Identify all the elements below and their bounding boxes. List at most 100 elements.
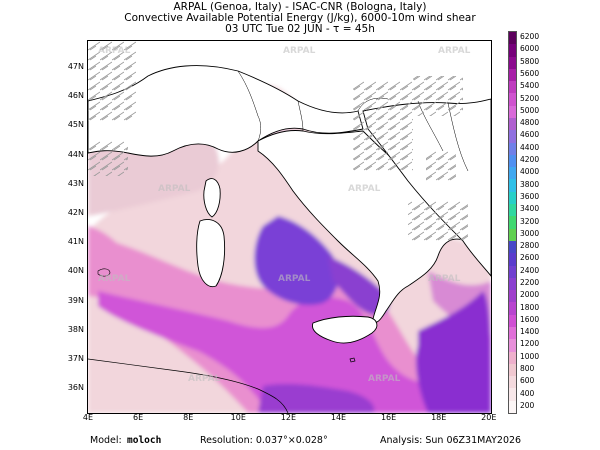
model-label: Model:: [90, 435, 122, 446]
analysis-text: Analysis: Sun 06Z31MAY2026: [380, 435, 522, 446]
cape-mid-west: [88, 226, 139, 298]
colorbar-segment: [509, 228, 516, 242]
colorbar-segment: [509, 376, 516, 389]
lat-label: 45N: [67, 120, 84, 130]
title-line-1: ARPAL (Genoa, Italy) - ISAC-CNR (Bologna…: [173, 1, 427, 13]
colorbar-segment: [509, 351, 516, 365]
colorbar-label: 3400: [520, 204, 540, 214]
colorbar-segment: [509, 302, 516, 316]
colorbar-segment: [509, 339, 516, 353]
colorbar-label: 2200: [520, 277, 540, 287]
colorbar-label: 5400: [520, 81, 540, 91]
watermark-6: ARPAL: [98, 274, 131, 284]
watermarks: ARPAL ARPAL ARPAL ARPAL ARPAL ARPAL ARPA…: [98, 46, 471, 384]
colorbar-segment: [509, 56, 516, 70]
colorbar-label: 2000: [520, 290, 540, 300]
watermark-7: ARPAL: [278, 274, 311, 284]
colorbar-segment: [509, 314, 516, 328]
lat-label: 38N: [67, 324, 84, 334]
lat-label: 47N: [67, 62, 84, 71]
colorbar-segment: [509, 81, 516, 94]
colorbar-label: 5200: [520, 93, 540, 103]
cape-max-libya: [258, 383, 375, 413]
colorbar-segment: [509, 191, 516, 205]
title-line-3: 03 UTC Tue 02 JUN - τ = 45h: [225, 23, 375, 35]
lon-label: 16E: [380, 413, 397, 422]
land-france-alps: [88, 65, 364, 157]
colorbar-label: 5800: [520, 56, 540, 66]
watermark-1: ARPAL: [98, 46, 131, 56]
lon-label: 10E: [230, 413, 246, 422]
land-sicily: [312, 315, 378, 344]
colorbar-segment: [509, 167, 516, 180]
colorbar-segment: [509, 154, 516, 168]
colorbar-segment: [509, 105, 516, 119]
colorbar-label: 600: [520, 376, 535, 386]
watermark-8: ARPAL: [428, 274, 461, 284]
watermark-4: ARPAL: [158, 184, 191, 194]
lat-label: 40N: [67, 266, 84, 276]
colorbar-segment: [509, 44, 516, 58]
colorbar-segment: [509, 93, 516, 107]
colorbar-label: 3000: [520, 228, 540, 238]
colorbar: [508, 31, 517, 414]
colorbar-label: 1200: [520, 339, 540, 349]
resolution-text: Resolution: 0.037°×0.028°: [200, 435, 328, 446]
colorbar-segment: [509, 326, 516, 340]
footer: Model: moloch Resolution: 0.037°×0.028° …: [0, 433, 600, 449]
lon-label: 18E: [431, 413, 447, 422]
title-line-2: Convective Available Potential Energy (J…: [124, 12, 476, 24]
colorbar-label: 2400: [520, 265, 540, 275]
colorbar-segment: [509, 363, 516, 377]
colorbar-segment: [509, 388, 516, 402]
cape-high-band: [98, 291, 491, 413]
colorbar-segment: [509, 32, 516, 45]
lon-label: 6E: [133, 413, 144, 422]
colorbar-segment: [509, 118, 516, 131]
colorbar-label: 4800: [520, 118, 540, 128]
colorbar-label: 1400: [520, 327, 540, 337]
colorbar-segment: [509, 216, 516, 230]
lon-label: 8E: [183, 413, 194, 422]
watermark-10: ARPAL: [368, 374, 401, 384]
colorbar-label: 2800: [520, 241, 540, 251]
lat-label: 46N: [67, 91, 84, 101]
colorbar-segment: [509, 179, 516, 193]
colorbar-label: 400: [520, 388, 535, 398]
colorbar-label: 6200: [520, 32, 540, 42]
cape-max-tyrrhenian: [254, 216, 339, 306]
lon-label: 12E: [280, 413, 296, 422]
colorbar-segment: [509, 130, 516, 144]
lat-label: 41N: [67, 237, 84, 247]
land-malta: [349, 357, 356, 363]
colorbar-segment: [509, 204, 516, 217]
colorbar-segment: [509, 400, 516, 414]
model-value: moloch: [127, 435, 162, 446]
map-panel: ARPAL ARPAL ARPAL ARPAL ARPAL ARPAL ARPA…: [87, 40, 492, 414]
watermark-5: ARPAL: [348, 184, 381, 194]
land-balearic: [97, 268, 111, 277]
lat-label: 39N: [67, 295, 84, 305]
colorbar-segment: [509, 240, 516, 254]
colorbar-label: 4200: [520, 155, 540, 165]
watermark-2: ARPAL: [283, 46, 316, 56]
colorbar-label: 200: [520, 400, 535, 410]
lat-label: 42N: [67, 208, 84, 217]
wind-shear-barbs: [88, 41, 468, 241]
cape-map: ARPAL ARPAL ARPAL ARPAL ARPAL ARPAL ARPA…: [88, 41, 491, 413]
colorbar-segment: [509, 290, 516, 303]
watermark-9: ARPAL: [188, 374, 221, 384]
land-sardinia: [196, 219, 226, 288]
lat-label: 36N: [67, 383, 84, 393]
cape-max-tyrrhenian-east: [328, 256, 390, 316]
lat-label: 43N: [67, 178, 84, 188]
land-africa-coast: [88, 358, 289, 413]
colorbar-label: 1800: [520, 302, 540, 312]
lat-label: 44N: [67, 149, 84, 159]
lon-label: 20E: [481, 413, 497, 422]
lat-label: 37N: [67, 354, 84, 363]
colorbar-label: 3600: [520, 191, 540, 201]
colorbar-label: 1600: [520, 314, 540, 324]
colorbar-label: 5600: [520, 69, 540, 79]
cape-max-ionian: [416, 291, 491, 413]
